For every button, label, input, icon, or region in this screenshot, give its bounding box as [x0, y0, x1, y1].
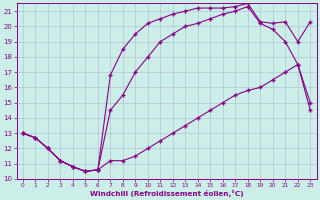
X-axis label: Windchill (Refroidissement éolien,°C): Windchill (Refroidissement éolien,°C) — [90, 190, 244, 197]
